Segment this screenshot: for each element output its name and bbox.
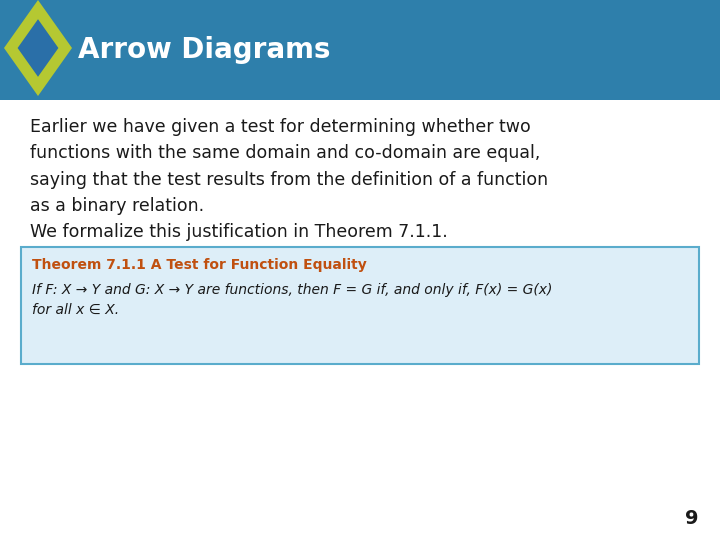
Text: If F: X → Y and G: X → Y are functions, then F = G if, and only if, F(x) = G(x)
: If F: X → Y and G: X → Y are functions, … [32,283,552,317]
Text: Theorem 7.1.1 A Test for Function Equality: Theorem 7.1.1 A Test for Function Equali… [32,258,366,272]
Text: Arrow Diagrams: Arrow Diagrams [78,36,330,64]
FancyBboxPatch shape [21,247,699,364]
Text: Earlier we have given a test for determining whether two
functions with the same: Earlier we have given a test for determi… [30,118,548,215]
Polygon shape [4,0,72,96]
Polygon shape [17,19,58,77]
Text: We formalize this justification in Theorem 7.1.1.: We formalize this justification in Theor… [30,223,448,241]
Bar [0,0,720,100]
Text: 9: 9 [685,509,698,528]
